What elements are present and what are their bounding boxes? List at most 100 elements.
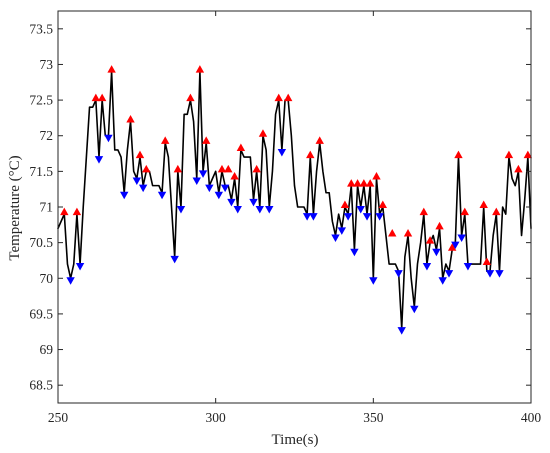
- peak-marker: [479, 200, 488, 208]
- peak-marker: [161, 136, 170, 144]
- valley-marker: [337, 227, 346, 235]
- valley-marker: [176, 206, 186, 214]
- peak-marker: [359, 179, 369, 187]
- peak-marker: [388, 229, 397, 237]
- valley-marker: [422, 263, 432, 271]
- peak-marker: [236, 143, 246, 151]
- y-tick-label: 70.5: [29, 235, 53, 250]
- peak-marker: [482, 257, 492, 266]
- valley-marker: [138, 184, 148, 193]
- y-tick-label: 71: [40, 200, 54, 215]
- y-tick-label: 69: [40, 342, 54, 357]
- valley-marker: [205, 184, 214, 193]
- peak-marker: [230, 171, 239, 180]
- valley-marker: [397, 327, 406, 335]
- peak-marker: [435, 221, 444, 230]
- peak-marker: [60, 207, 69, 216]
- valley-marker: [457, 234, 466, 243]
- valley-marker: [369, 277, 378, 285]
- peak-marker: [523, 150, 533, 159]
- peak-marker: [252, 164, 261, 173]
- peak-marker: [186, 93, 195, 102]
- peak-marker: [492, 207, 501, 216]
- y-tick-label: 73.5: [29, 21, 53, 36]
- peak-marker: [306, 150, 315, 159]
- valley-marker: [463, 263, 473, 271]
- valley-marker: [444, 270, 454, 278]
- valley-marker: [120, 191, 129, 200]
- peak-marker: [340, 200, 350, 208]
- peak-marker: [425, 236, 435, 244]
- x-tick-label: 350: [363, 410, 384, 425]
- peak-marker: [514, 164, 523, 173]
- peak-marker: [347, 179, 356, 187]
- valley-marker: [255, 206, 265, 214]
- valley-marker: [249, 198, 258, 207]
- peak-marker: [135, 150, 145, 159]
- valley-marker: [170, 255, 179, 264]
- y-tick-label: 73: [40, 57, 54, 72]
- peak-marker: [403, 229, 413, 237]
- x-tick-label: 250: [48, 410, 69, 425]
- peak-marker: [353, 179, 362, 187]
- valley-marker: [277, 148, 287, 157]
- peak-marker: [258, 129, 268, 137]
- valley-marker: [66, 277, 75, 285]
- valley-marker: [495, 270, 504, 278]
- valley-marker: [375, 213, 384, 221]
- valley-marker: [394, 270, 403, 278]
- peak-marker: [372, 171, 381, 180]
- valley-marker: [356, 206, 365, 214]
- valley-marker: [438, 277, 447, 285]
- valley-marker: [350, 248, 359, 257]
- peak-marker: [91, 93, 101, 102]
- valley-marker: [94, 156, 104, 164]
- peak-marker: [447, 243, 457, 251]
- valley-marker: [220, 184, 230, 193]
- valley-marker: [302, 213, 312, 221]
- x-tick-label: 400: [521, 410, 542, 425]
- valley-marker: [362, 213, 372, 221]
- peak-marker: [365, 179, 375, 187]
- plot-data-layer: [57, 65, 533, 335]
- valley-marker: [104, 134, 113, 143]
- y-tick-label: 71.5: [29, 164, 53, 179]
- peak-marker: [195, 65, 205, 73]
- peak-marker: [72, 207, 82, 216]
- peak-marker: [217, 164, 227, 173]
- y-tick-label: 70: [40, 271, 54, 286]
- peak-marker: [460, 207, 469, 216]
- peak-marker: [419, 207, 428, 216]
- valley-marker: [214, 191, 224, 200]
- valley-marker: [309, 213, 318, 221]
- peak-marker: [142, 164, 151, 173]
- peak-marker: [224, 164, 233, 173]
- peak-marker: [315, 136, 324, 144]
- peak-marker: [202, 136, 211, 144]
- axes-layer: 250 300 350 400 68.5 69 69.5 70 70.5 71 71.5 72 72.5…: [29, 10, 542, 425]
- peak-marker: [97, 93, 107, 102]
- peak-marker: [126, 114, 135, 123]
- valley-marker: [451, 241, 460, 250]
- valley-marker: [265, 206, 274, 214]
- valley-marker: [75, 263, 85, 271]
- valley-marker: [233, 206, 242, 214]
- valley-marker: [410, 305, 419, 314]
- y-tick-label: 69.5: [29, 306, 53, 321]
- y-tick-label: 72: [40, 128, 54, 143]
- y-tick-label: 72.5: [29, 93, 53, 108]
- peak-marker: [107, 65, 116, 73]
- valley-marker: [192, 177, 201, 185]
- valley-marker: [198, 170, 208, 178]
- peak-marker: [283, 93, 293, 102]
- valley-marker: [432, 248, 441, 257]
- y-tick-label: 68.5: [29, 378, 53, 393]
- valley-marker: [227, 198, 236, 207]
- peak-marker: [504, 150, 514, 159]
- peak-marker: [378, 200, 387, 208]
- x-axis-title: Time(s): [272, 432, 319, 448]
- peak-marker: [274, 93, 283, 102]
- valley-marker: [485, 270, 495, 278]
- valley-marker: [157, 191, 167, 200]
